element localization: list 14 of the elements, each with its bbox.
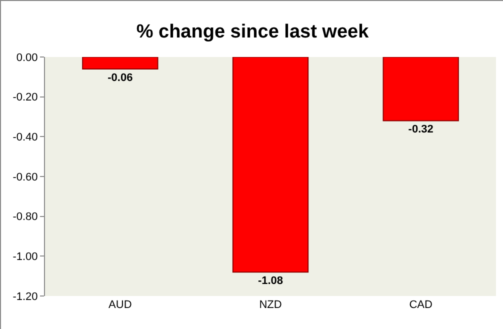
- y-tick-label: -1.00: [12, 251, 38, 264]
- y-tick-label: -0.20: [12, 92, 38, 104]
- y-tick-label: -0.40: [12, 132, 38, 144]
- data-label: -0.32: [408, 124, 434, 136]
- data-label: -1.08: [258, 275, 284, 288]
- y-tick-label: 0.00: [16, 52, 38, 64]
- y-tick-label: -0.80: [12, 211, 38, 224]
- x-tick-label: NZD: [259, 299, 282, 311]
- y-tick-label: -1.20: [12, 290, 38, 303]
- x-tick-label: AUD: [108, 299, 132, 311]
- y-tick-label: -0.60: [12, 171, 38, 184]
- chart-title: % change since last week: [136, 21, 370, 42]
- x-tick-label: CAD: [409, 299, 432, 311]
- data-label: -0.06: [108, 72, 133, 84]
